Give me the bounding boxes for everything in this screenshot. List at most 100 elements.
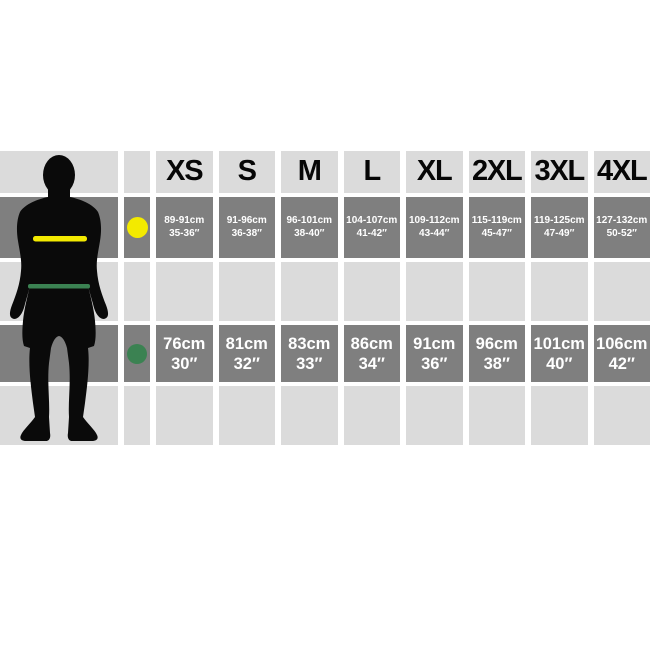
yellow-dot-icon xyxy=(126,217,148,238)
size-label: 2XL xyxy=(471,154,523,187)
waist-measurement-cell: 101cm 40″ xyxy=(531,325,588,382)
waist-cm-value: 96cm xyxy=(475,334,518,353)
bottom-spacer-cell xyxy=(531,386,588,445)
waist-cm-value: 76cm xyxy=(163,334,206,353)
legend-bottom-cell xyxy=(124,386,150,445)
size-header-cell: 3XL xyxy=(531,151,588,193)
chest-measurement: 104-107cm 41-42″ xyxy=(346,215,397,240)
chest-measurement-cell: 89-91cm 35-36″ xyxy=(156,197,213,258)
chest-measurement: 91-96cm 36-38″ xyxy=(227,215,267,240)
chest-measurement-cell: 91-96cm 36-38″ xyxy=(218,197,275,258)
waist-measurement-cell: 76cm 30″ xyxy=(156,325,213,382)
waist-measurement-cell: 83cm 33″ xyxy=(281,325,338,382)
waist-cm-value: 81cm xyxy=(225,334,268,353)
waist-inch-value: 30″ xyxy=(171,354,198,373)
waist-measurement: 101cm 40″ xyxy=(534,334,585,374)
size-label: 3XL xyxy=(534,154,585,187)
waist-cm-value: 91cm xyxy=(413,334,456,353)
waist-inch-value: 40″ xyxy=(546,354,573,373)
chest-cm-value: 109-112cm xyxy=(408,215,460,226)
chest-measurement-cell: 109-112cm 43-44″ xyxy=(406,197,463,258)
chest-inch-value: 36-38″ xyxy=(231,227,262,239)
chest-inch-value: 38-40″ xyxy=(294,227,325,239)
chest-measurement-cell: 96-101cm 38-40″ xyxy=(281,197,338,258)
chest-inch-value: 43-44″ xyxy=(419,227,450,239)
size-header-cell: XS xyxy=(156,151,213,193)
chest-cm-value: 96-101cm xyxy=(286,215,333,226)
waist-cm-value: 86cm xyxy=(350,334,393,353)
waist-inch-value: 32″ xyxy=(233,354,260,373)
waist-measurement-cell: 96cm 38″ xyxy=(468,325,525,382)
bottom-spacer-cell xyxy=(343,386,400,445)
size-chart-table: XS S M L XL 2XL 3XL 4XL 89-91cm 35-36″ 91-96cm 36-3… xyxy=(0,151,650,445)
bottom-spacer-cell xyxy=(218,386,275,445)
figure-chest-row-cell xyxy=(0,197,118,258)
waist-measurement-cell: 91cm 36″ xyxy=(406,325,463,382)
waist-measurement: 106cm 42″ xyxy=(596,334,647,374)
chest-cm-value: 89-91cm xyxy=(164,215,205,226)
size-header-cell: 2XL xyxy=(468,151,525,193)
chest-inch-value: 35-36″ xyxy=(169,227,200,239)
chest-cm-value: 115-119cm xyxy=(471,215,522,226)
bottom-spacer-cell xyxy=(593,386,650,445)
figure-waist-row-cell xyxy=(0,325,118,382)
chest-inch-value: 45-47″ xyxy=(481,227,512,239)
size-label: M xyxy=(297,154,322,187)
legend-spacer-cell xyxy=(124,262,150,321)
bottom-spacer-cell xyxy=(406,386,463,445)
waist-legend-cell xyxy=(124,325,150,382)
legend-column-header-cell xyxy=(124,151,150,193)
chest-measurement: 109-112cm 43-44″ xyxy=(409,215,460,240)
spacer-cell xyxy=(468,262,525,321)
figure-spacer-row-cell xyxy=(0,262,118,321)
waist-cm-value: 83cm xyxy=(288,334,331,353)
waist-cm-value: 101cm xyxy=(533,334,585,353)
waist-cm-value: 106cm xyxy=(596,334,648,353)
chest-inch-value: 41-42″ xyxy=(356,227,387,239)
chest-cm-value: 104-107cm xyxy=(346,215,398,226)
waist-measurement-cell: 81cm 32″ xyxy=(218,325,275,382)
bottom-spacer-cell xyxy=(281,386,338,445)
chest-measurement: 119-125cm 47-49″ xyxy=(534,215,585,240)
size-label: S xyxy=(237,154,257,187)
chest-inch-value: 50-52″ xyxy=(606,227,637,239)
chest-cm-value: 127-132cm xyxy=(596,215,648,226)
spacer-cell xyxy=(281,262,338,321)
size-label: XL xyxy=(416,154,453,187)
green-dot-icon xyxy=(127,343,147,364)
size-label: L xyxy=(363,154,381,187)
chest-cm-value: 119-125cm xyxy=(533,215,585,226)
chest-measurement: 96-101cm 38-40″ xyxy=(286,215,332,240)
spacer-cell xyxy=(156,262,213,321)
chest-legend-cell xyxy=(124,197,150,258)
figure-bottom-row-cell xyxy=(0,386,118,445)
size-header-cell: S xyxy=(218,151,275,193)
size-header-cell: L xyxy=(343,151,400,193)
spacer-cell xyxy=(531,262,588,321)
size-label: 4XL xyxy=(596,154,648,187)
spacer-cell xyxy=(218,262,275,321)
chest-cm-value: 91-96cm xyxy=(226,215,267,226)
waist-measurement: 81cm 32″ xyxy=(226,334,268,374)
bottom-spacer-cell xyxy=(156,386,213,445)
waist-inch-value: 34″ xyxy=(358,354,385,373)
spacer-cell xyxy=(406,262,463,321)
spacer-cell xyxy=(593,262,650,321)
size-header-cell: M xyxy=(281,151,338,193)
size-header-cell: 4XL xyxy=(593,151,650,193)
size-label: XS xyxy=(166,154,204,187)
waist-inch-value: 36″ xyxy=(421,354,448,373)
waist-measurement: 96cm 38″ xyxy=(476,334,518,374)
size-header-cell: XL xyxy=(406,151,463,193)
bottom-spacer-cell xyxy=(468,386,525,445)
figure-column-header-cell xyxy=(0,151,118,193)
waist-measurement: 91cm 36″ xyxy=(413,334,455,374)
chest-measurement: 89-91cm 35-36″ xyxy=(164,215,204,240)
waist-inch-value: 33″ xyxy=(296,354,323,373)
waist-measurement: 86cm 34″ xyxy=(351,334,393,374)
chest-measurement-cell: 119-125cm 47-49″ xyxy=(531,197,588,258)
spacer-cell xyxy=(343,262,400,321)
waist-inch-value: 42″ xyxy=(608,354,635,373)
